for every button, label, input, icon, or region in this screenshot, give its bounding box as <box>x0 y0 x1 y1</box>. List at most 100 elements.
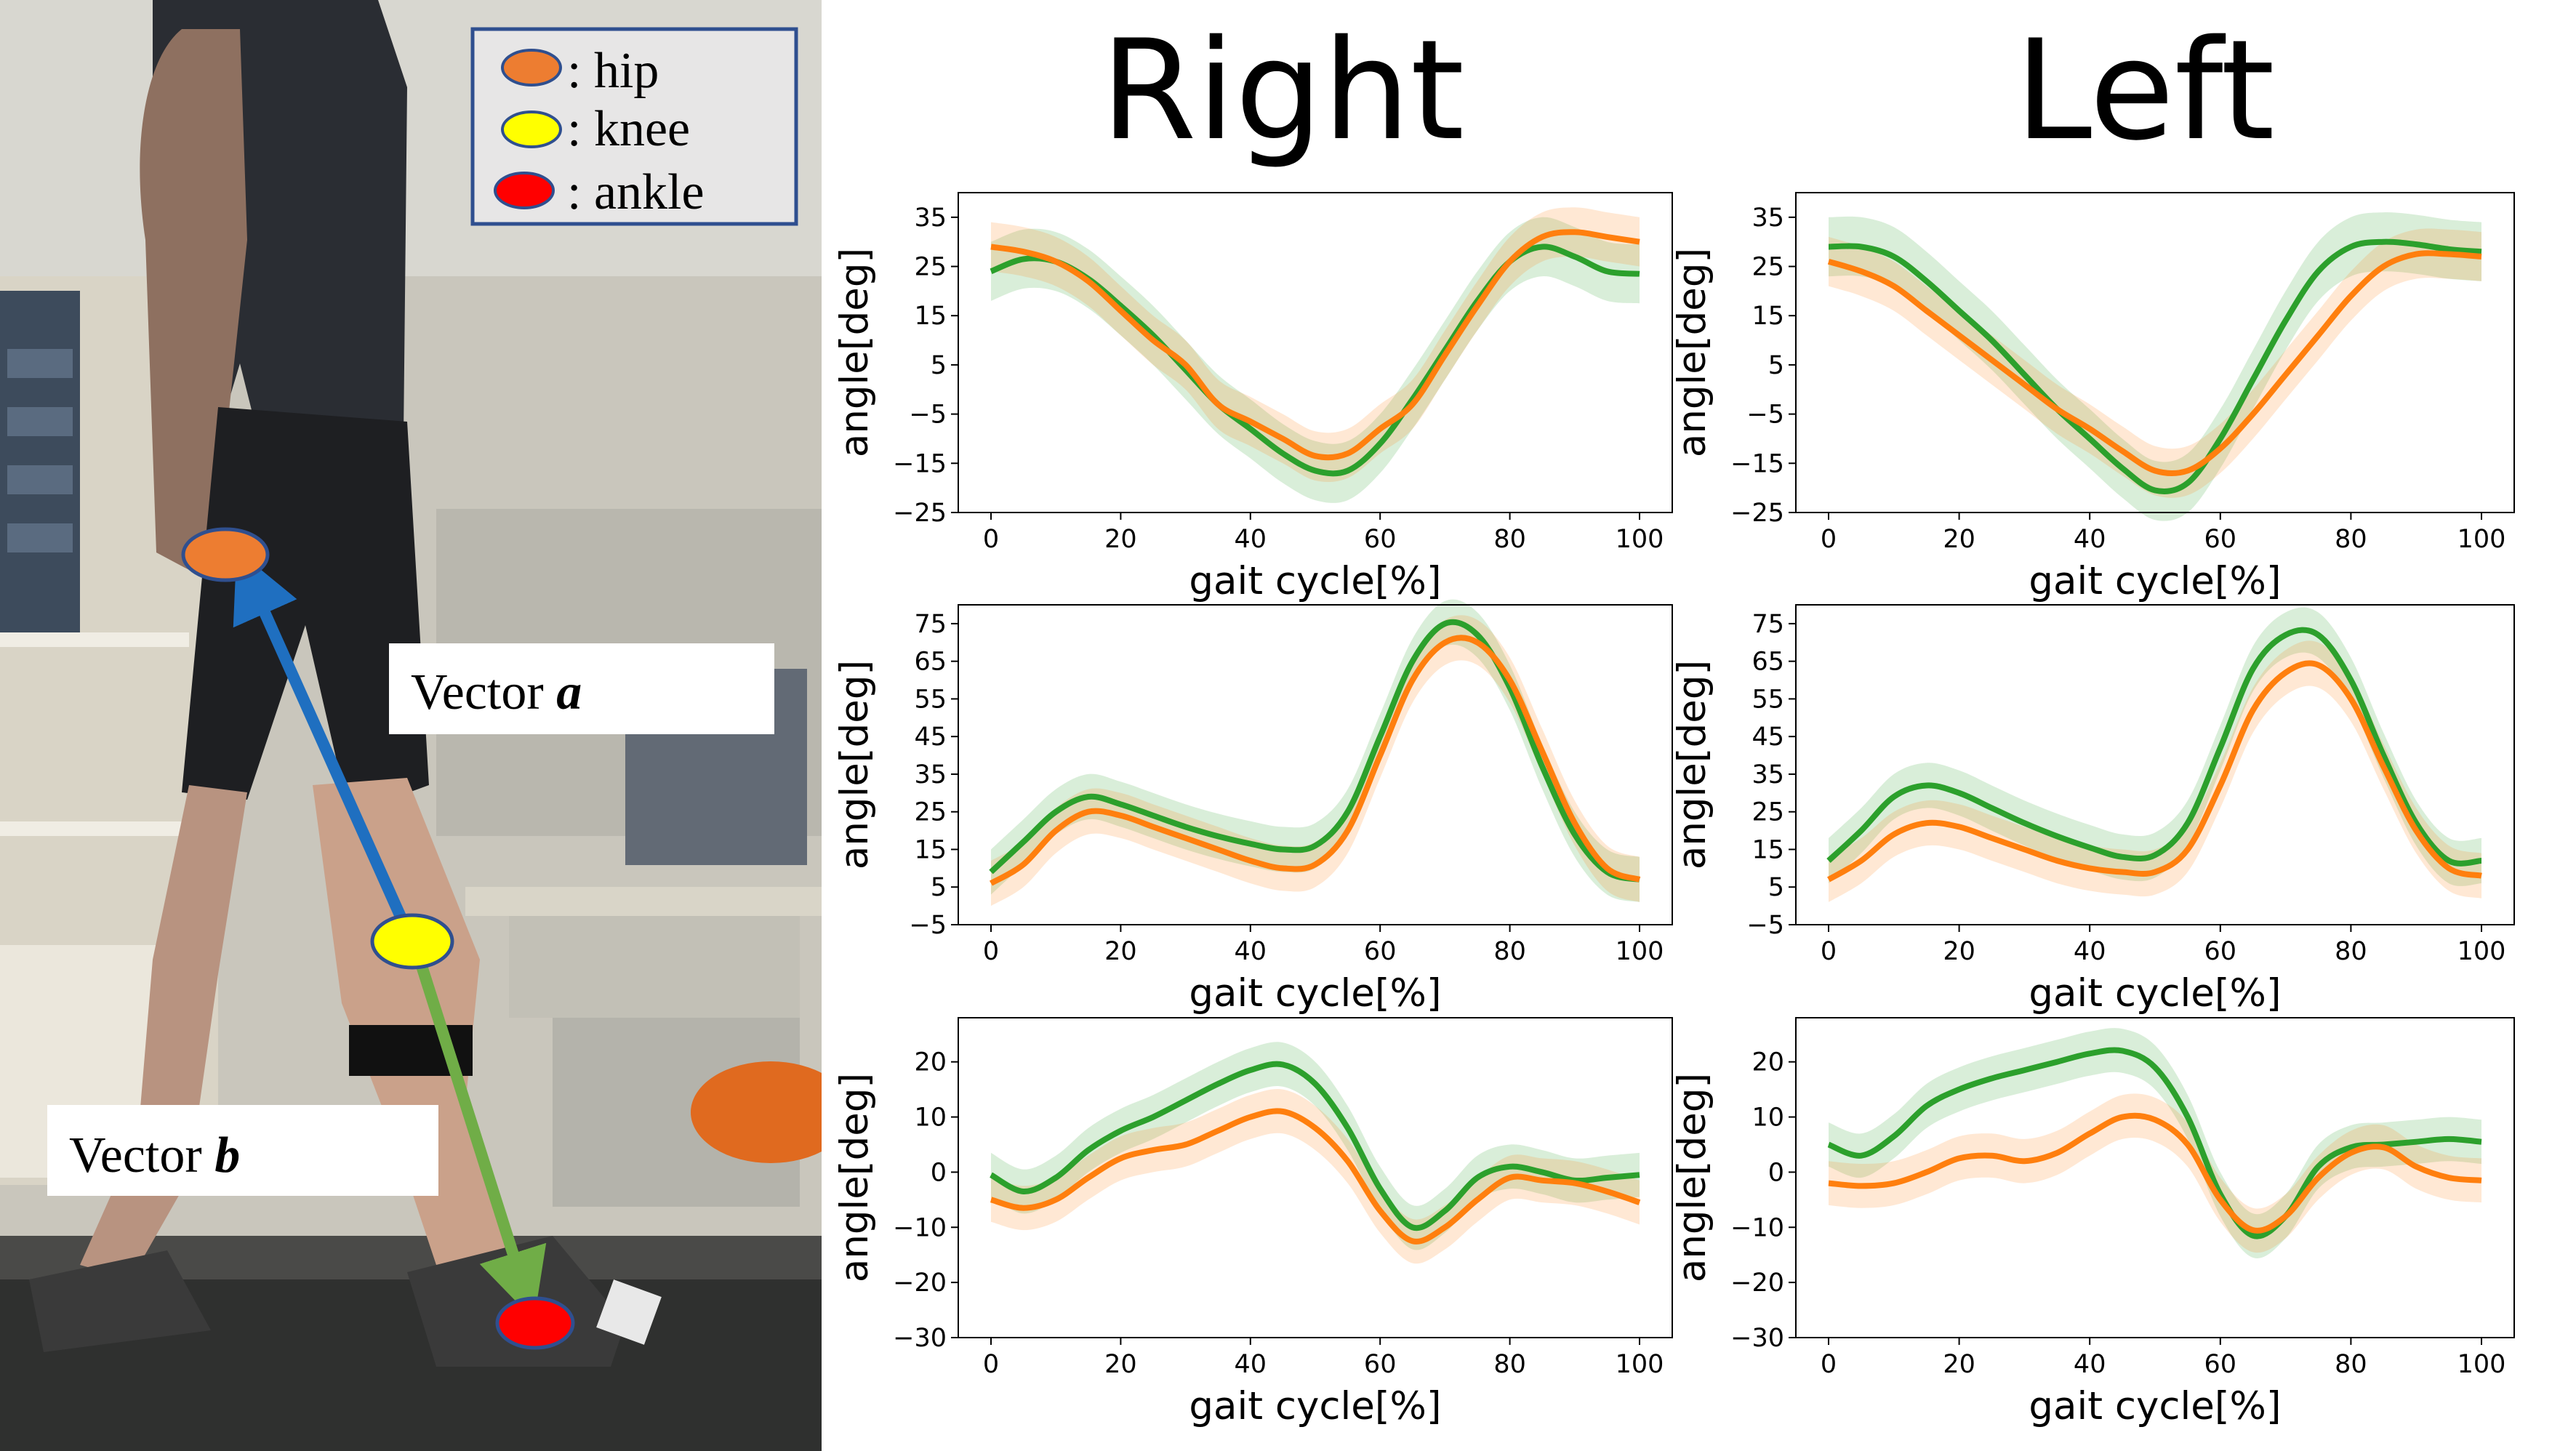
x-tick-label: 100 <box>2457 525 2506 554</box>
y-tick-label: 15 <box>1752 835 1784 864</box>
y-tick-label: 45 <box>1752 723 1784 752</box>
x-tick-label: 40 <box>1235 1350 1267 1379</box>
y-tick-label: 65 <box>914 648 947 677</box>
person-front-leg <box>80 785 247 1279</box>
x-tick-label: 60 <box>1364 1350 1397 1379</box>
x-tick-label: 20 <box>1943 937 1975 966</box>
y-tick-label: 35 <box>1752 204 1784 233</box>
y-tick-label: 25 <box>914 253 947 282</box>
x-tick-label: 0 <box>983 1350 999 1379</box>
series-orange-line <box>990 1108 1641 1245</box>
plot-frame <box>1795 604 2515 925</box>
x-tick-label: 40 <box>1235 525 1267 554</box>
x-tick-label: 80 <box>1493 525 1526 554</box>
x-tick-label: 0 <box>983 525 999 554</box>
column-title-left: Left <box>2015 10 2275 171</box>
y-tick-label: −25 <box>1730 499 1784 528</box>
chart-right-hip: 0 20 40 60 80 100 −25 −15 −5 5 15 25 35 gait cycle[%]… <box>832 192 1673 603</box>
vector-a-name: a <box>556 664 582 720</box>
plot-frame <box>958 1017 1673 1338</box>
y-tick-label: 55 <box>914 685 947 714</box>
series-green-line <box>989 619 1640 883</box>
x-tick-label: 80 <box>1493 1350 1526 1379</box>
x-tick-label: 40 <box>2074 937 2106 966</box>
vector-a-label: Vector a <box>389 643 774 734</box>
y-tick-label: −5 <box>909 401 947 430</box>
y-tick-label: 10 <box>914 1104 947 1133</box>
hip-legend-swatch <box>501 49 562 87</box>
series-green-line <box>1826 627 2482 867</box>
x-tick-label: 0 <box>983 937 999 966</box>
x-tick-label: 60 <box>2204 525 2237 554</box>
orange-chair <box>691 1061 822 1163</box>
plot-frame <box>1795 1017 2515 1338</box>
series-orange-line <box>1827 660 2482 883</box>
y-tick-label: 0 <box>931 1158 947 1187</box>
series-green-line <box>989 1061 1640 1231</box>
x-tick-label: 0 <box>1821 525 1837 554</box>
y-tick-label: 25 <box>1752 253 1784 282</box>
series-orange-band <box>991 1088 1640 1264</box>
series-orange-line <box>989 635 1641 886</box>
hip-marker <box>181 527 270 582</box>
svg-text:Vector a: Vector a <box>411 664 582 720</box>
x-tick-label: 100 <box>2457 937 2506 966</box>
person-shorts <box>182 407 429 814</box>
y-tick-label: 5 <box>931 873 947 902</box>
chart-left-knee: 0 20 40 60 80 100 −5 5 15 25 35 45 55 65 75 gait cycle[… <box>1670 604 2515 1016</box>
x-tick-label: 60 <box>2204 1350 2237 1379</box>
y-tick-label: 0 <box>1768 1158 1784 1187</box>
plot-frame <box>958 192 1673 513</box>
series-orange-band <box>991 615 1640 907</box>
y-tick-label: 45 <box>914 723 947 752</box>
y-tick-label: −30 <box>893 1324 947 1353</box>
knee-legend-label: : knee <box>567 101 690 157</box>
y-tick-label: 5 <box>931 351 947 380</box>
vector-b-prefix: Vector <box>69 1128 214 1183</box>
y-tick-label: 15 <box>1752 302 1784 331</box>
y-axis-label: angle[deg] <box>1670 660 1714 869</box>
series-orange-line <box>990 229 1640 461</box>
chart-left-ankle: 0 20 40 60 80 100 −30 −20 −10 0 10 20 gait cycle[%] a… <box>1670 1017 2515 1428</box>
y-tick-label: 25 <box>1752 798 1784 827</box>
ankle-legend-swatch <box>494 172 555 209</box>
x-tick-label: 20 <box>1104 525 1137 554</box>
knee-marker <box>370 913 454 970</box>
y-axis-label: angle[deg] <box>832 248 877 457</box>
y-tick-label: −5 <box>1746 401 1784 430</box>
y-tick-label: 10 <box>1752 1104 1784 1133</box>
y-tick-label: 5 <box>1768 351 1784 380</box>
y-tick-label: −30 <box>1730 1324 1784 1353</box>
x-axis-label: gait cycle[%] <box>1189 559 1441 603</box>
ankle-marker <box>495 1296 575 1350</box>
ankle-legend-label: : ankle <box>567 164 705 220</box>
y-tick-label: −10 <box>1730 1213 1784 1242</box>
y-tick-label: 65 <box>1752 648 1784 677</box>
x-tick-label: 80 <box>2335 1350 2367 1379</box>
series-orange-band <box>1829 1093 2481 1253</box>
y-tick-label: 20 <box>914 1048 947 1077</box>
x-tick-label: 80 <box>2335 525 2367 554</box>
y-tick-label: 25 <box>914 798 947 827</box>
vector-b-label: Vector b <box>47 1105 438 1196</box>
y-tick-label: 75 <box>914 610 947 639</box>
y-tick-label: 20 <box>1752 1048 1784 1077</box>
gait-photo: : hip : knee : ankle Vector a Vector b <box>0 0 822 1451</box>
chart-left-hip: 0 20 40 60 80 100 −25 −15 −5 5 15 25 35 gait cycle[%]… <box>1670 192 2515 603</box>
y-tick-label: 35 <box>914 760 947 789</box>
series-green-line <box>1828 238 2482 495</box>
x-tick-label: 20 <box>1943 525 1975 554</box>
x-tick-label: 40 <box>2074 525 2106 554</box>
y-tick-label: 35 <box>914 204 947 233</box>
x-axis-label: gait cycle[%] <box>2029 1384 2281 1428</box>
vector-b-name: b <box>214 1128 240 1183</box>
x-axis-label: gait cycle[%] <box>1189 1384 1441 1428</box>
x-axis-label: gait cycle[%] <box>2029 559 2281 603</box>
joint-legend: : hip : knee : ankle <box>470 27 798 226</box>
y-tick-label: 15 <box>914 835 947 864</box>
chart-right-knee: 0 20 40 60 80 100 −5 5 15 25 35 45 55 65 75 gait cycle[… <box>832 599 1673 1016</box>
x-tick-label: 100 <box>2457 1350 2506 1379</box>
vector-b-arrow <box>412 950 547 1320</box>
x-tick-label: 20 <box>1104 1350 1137 1379</box>
